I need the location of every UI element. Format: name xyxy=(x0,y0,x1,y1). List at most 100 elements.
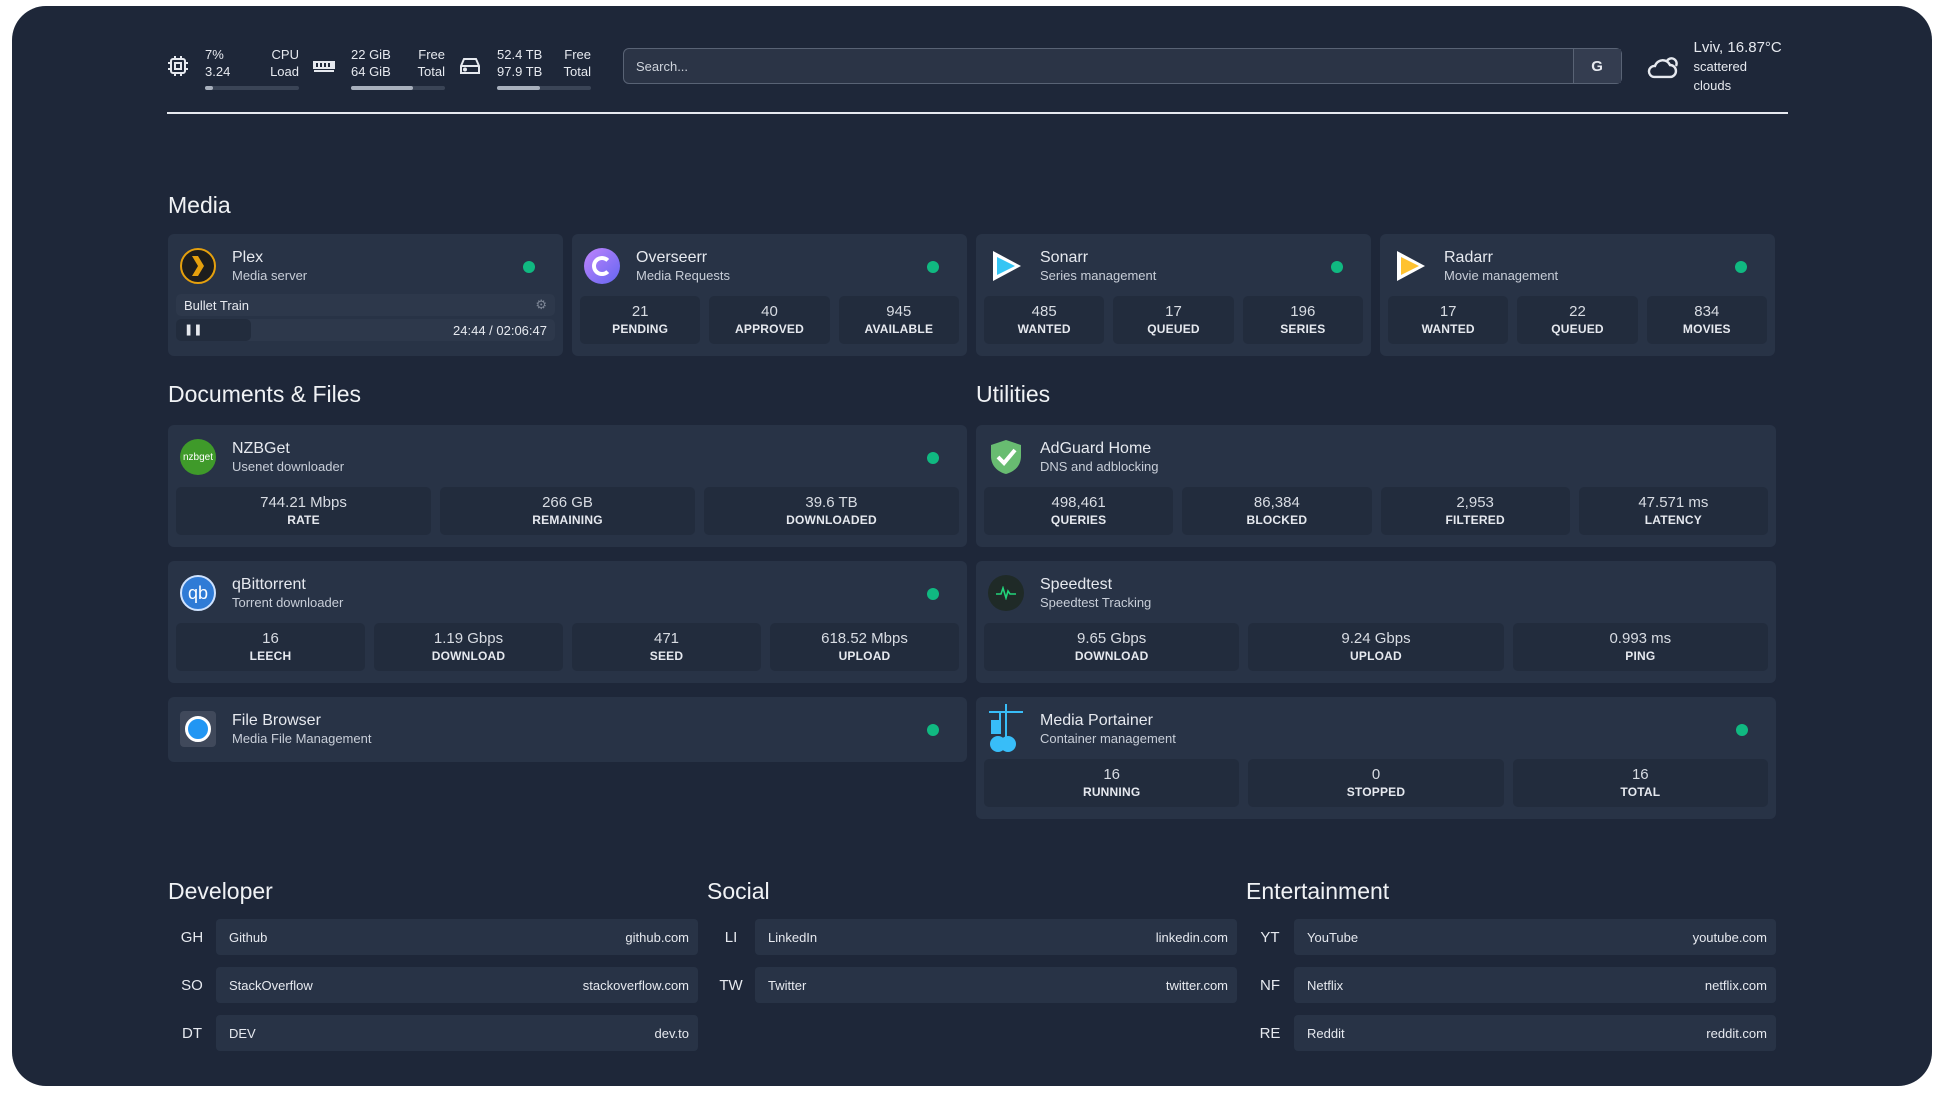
service-description: Media server xyxy=(232,268,308,283)
bookmark-linkedin[interactable]: LI LinkedIn linkedin.com xyxy=(707,919,1237,955)
bookmark-github[interactable]: GH Github github.com xyxy=(168,919,698,955)
stat-label: QUERIES xyxy=(1050,513,1107,527)
service-name: Media Portainer xyxy=(1040,712,1153,729)
now-playing-title: Bullet Train xyxy=(184,297,250,313)
settings-icon[interactable]: ⚙ xyxy=(535,297,547,312)
stat-queries: 498,461 QUERIES xyxy=(984,487,1174,535)
plex-icon xyxy=(180,248,216,284)
bookmark-twitter[interactable]: TW Twitter twitter.com xyxy=(707,967,1237,1003)
service-card-overseerr[interactable]: Overseerr Media Requests 21 PENDING 40 APPROV… xyxy=(572,234,967,356)
bookmark-body[interactable]: DEV dev.to xyxy=(216,1015,698,1051)
service-card-plex[interactable]: Plex Media server Bullet Train ⚙ ❚❚ 24:44… xyxy=(168,234,563,356)
stat-label: SEED xyxy=(649,649,684,663)
service-card-media-portainer[interactable]: Media Portainer Container management 16 RUN… xyxy=(976,697,1776,819)
bookmark-body[interactable]: StackOverflow stackoverflow.com xyxy=(216,967,698,1003)
service-card-speedtest[interactable]: Speedtest Speedtest Tracking 9.65 Gbps DOWN… xyxy=(976,561,1776,683)
stat-value: 2,953 xyxy=(1456,494,1494,511)
card-text: File Browser Media File Management xyxy=(232,711,371,747)
card-text: NZBGet Usenet downloader xyxy=(232,439,344,475)
header-divider xyxy=(167,112,1788,114)
bookmark-url: github.com xyxy=(625,929,689,945)
stat-value: 485 xyxy=(1031,303,1057,320)
card-header: Media Portainer Container management xyxy=(984,704,1768,752)
stat-value: 744.21 Mbps xyxy=(260,494,347,511)
bookmark-abbr: SO xyxy=(168,967,216,1003)
service-card-sonarr[interactable]: Sonarr Series management 485 WANTED 17 QUEUED… xyxy=(976,234,1371,356)
card-text: AdGuard Home DNS and adblocking xyxy=(1040,439,1159,475)
bookmark-body[interactable]: Twitter twitter.com xyxy=(755,967,1237,1003)
status-indicator xyxy=(927,588,939,600)
card-text: Media Portainer Container management xyxy=(1040,711,1176,747)
memory-widget: 22 GiB 64 GiB Free Total xyxy=(313,46,445,90)
bookmark-body[interactable]: LinkedIn linkedin.com xyxy=(755,919,1237,955)
service-description: Torrent downloader xyxy=(232,595,344,610)
service-card-qbittorrent[interactable]: qb qBittorrent Torrent downloader 16 LEECH 1.… xyxy=(168,561,967,683)
bookmark-name: YouTube xyxy=(1307,929,1359,945)
search-input[interactable] xyxy=(624,58,1573,74)
stat-available: 945 AVAILABLE xyxy=(838,296,959,344)
cpu-widget: 7% 3.24 CPU Load xyxy=(167,46,299,90)
stat-value: 86,384 xyxy=(1253,494,1300,511)
bookmark-netflix[interactable]: NF Netflix netflix.com xyxy=(1246,967,1776,1003)
memory-bar xyxy=(351,86,445,90)
stat-label: MOVIES xyxy=(1682,322,1731,336)
stat-row: 17 WANTED 22 QUEUED 834 MOVIES xyxy=(1388,296,1767,344)
service-card-radarr[interactable]: Radarr Movie management 17 WANTED 22 QUEUED 83… xyxy=(1380,234,1775,356)
service-description: Series management xyxy=(1040,268,1157,283)
stat-download: 1.19 Gbps DOWNLOAD xyxy=(374,623,563,671)
bookmark-body[interactable]: YouTube youtube.com xyxy=(1294,919,1776,955)
card-text: qBittorrent Torrent downloader xyxy=(232,575,343,611)
cpu-icon xyxy=(168,56,188,76)
bookmark-stackoverflow[interactable]: SO StackOverflow stackoverflow.com xyxy=(168,967,698,1003)
section-title-developer: Developer xyxy=(168,878,273,904)
status-indicator xyxy=(927,724,939,736)
bookmark-body[interactable]: Netflix netflix.com xyxy=(1294,967,1776,1003)
stat-value: 1.19 Gbps xyxy=(433,630,504,647)
bookmark-reddit[interactable]: RE Reddit reddit.com xyxy=(1246,1015,1776,1051)
stat-label: REMAINING xyxy=(532,513,603,527)
status-indicator xyxy=(927,261,939,273)
status-indicator xyxy=(927,452,939,464)
disk-free: 52.4 TB xyxy=(497,47,543,62)
stat-label: UPLOAD xyxy=(838,649,891,663)
stat-label: RUNNING xyxy=(1082,785,1141,799)
stat-label: APPROVED xyxy=(735,322,804,336)
bookmark-body[interactable]: Github github.com xyxy=(216,919,698,955)
bookmark-abbr: YT xyxy=(1246,919,1294,955)
stat-value: 9.65 Gbps xyxy=(1077,630,1147,647)
service-card-file-browser[interactable]: File Browser Media File Management xyxy=(168,697,967,762)
card-header: Sonarr Series management xyxy=(984,244,1363,288)
stat-label: TOTAL xyxy=(1620,785,1661,799)
speedtest-pulse-icon xyxy=(988,575,1024,611)
stat-approved: 40 APPROVED xyxy=(709,296,830,344)
bookmark-dev[interactable]: DT DEV dev.to xyxy=(168,1015,698,1051)
service-description: Usenet downloader xyxy=(232,459,345,474)
card-header: nzbget NZBGet Usenet downloader xyxy=(176,435,959,479)
bookmark-body[interactable]: Reddit reddit.com xyxy=(1294,1015,1776,1051)
now-playing: Bullet Train ⚙ xyxy=(176,294,555,316)
stat-value: 196 xyxy=(1290,303,1316,320)
service-description: Media File Management xyxy=(232,731,372,746)
status-indicator xyxy=(1735,261,1747,273)
stat-label: QUEUED xyxy=(1147,322,1200,336)
memory-total: 64 GiB xyxy=(351,64,391,79)
pause-icon[interactable]: ❚❚ xyxy=(176,319,251,341)
stat-label: WANTED xyxy=(1017,322,1071,336)
service-card-adguard-home[interactable]: AdGuard Home DNS and adblocking 498,461 QUE… xyxy=(976,425,1776,547)
stat-row: 16 LEECH 1.19 Gbps DOWNLOAD 471 SEED 618.52 Mb… xyxy=(176,623,959,671)
search-box: G xyxy=(623,48,1622,84)
stat-label: AVAILABLE xyxy=(864,322,934,336)
qbittorrent-icon: qb xyxy=(180,575,216,611)
search-provider-button[interactable]: G xyxy=(1572,49,1621,83)
stat-downloaded: 39.6 TB DOWNLOADED xyxy=(704,487,959,535)
bookmark-abbr: LI xyxy=(707,919,755,955)
cpu-usage: 7% xyxy=(205,47,224,62)
disk-icon xyxy=(460,58,480,74)
stat-leech: 16 LEECH xyxy=(176,623,365,671)
stat-running: 16 RUNNING xyxy=(984,759,1240,807)
stat-value: 47.571 ms xyxy=(1638,494,1709,511)
service-card-nzbget[interactable]: nzbget NZBGet Usenet downloader 744.21 Mbps… xyxy=(168,425,967,547)
bookmark-youtube[interactable]: YT YouTube youtube.com xyxy=(1246,919,1776,955)
stat-queued: 22 QUEUED xyxy=(1517,296,1638,344)
stat-value: 22 xyxy=(1569,303,1586,320)
